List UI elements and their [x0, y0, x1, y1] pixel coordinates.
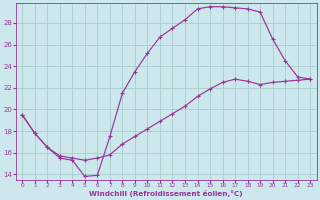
X-axis label: Windchill (Refroidissement éolien,°C): Windchill (Refroidissement éolien,°C) — [89, 190, 243, 197]
